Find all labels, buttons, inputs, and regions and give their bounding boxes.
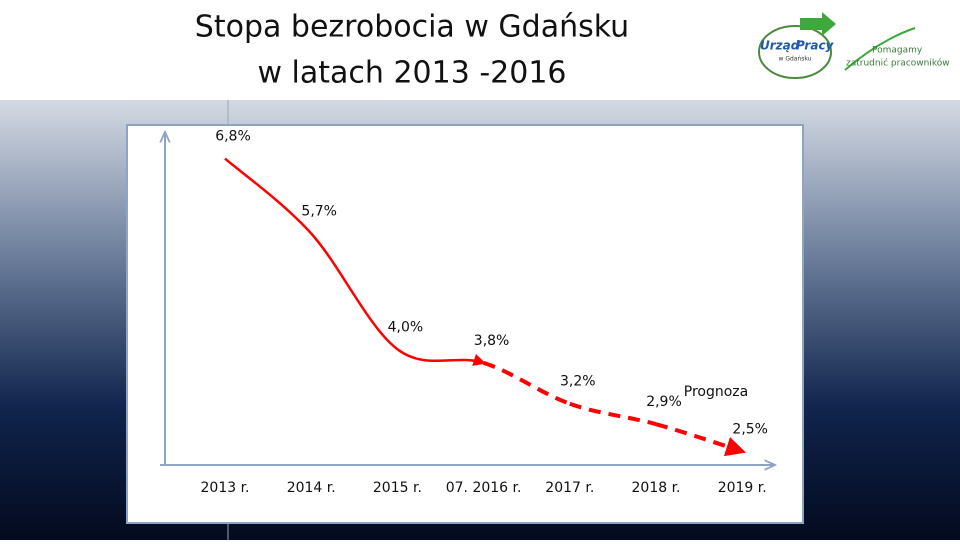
data-label: 3,2% [560, 374, 596, 390]
x-tick-label: 2013 r. [201, 480, 250, 496]
x-tick-label: 2015 r. [373, 480, 422, 496]
header-bg [0, 0, 960, 100]
logo-city: w Gdańsku [779, 56, 812, 63]
line-segment [482, 360, 571, 406]
line-segment [310, 232, 399, 351]
data-label: 2,5% [732, 421, 768, 437]
line-segment [569, 401, 657, 427]
logo-slogan: zatrudnić pracowników [846, 58, 950, 69]
chart-frame [126, 124, 804, 524]
data-label: 4,0% [388, 319, 424, 335]
x-tick-label: 2014 r. [287, 480, 336, 496]
data-label: 3,8% [474, 333, 510, 349]
logo-name: Urząd [760, 39, 800, 53]
logo-name: Pracy [796, 39, 835, 53]
logo: Urząd Pracy w Gdańsku Pomagamy zatrudnić… [758, 12, 950, 79]
x-tick-label: 2017 r. [545, 480, 594, 496]
annotation: Prognoza [684, 384, 748, 400]
x-tick-label: 2018 r. [632, 480, 681, 496]
logo-ring [758, 25, 832, 79]
data-label: 5,7% [301, 204, 337, 220]
logo-swoosh [844, 27, 916, 71]
line-segment [224, 157, 313, 235]
title-line: w latach 2013 -2016 [257, 56, 566, 91]
line-segment [655, 422, 747, 457]
logo-arrow [800, 12, 836, 36]
x-tick-label: 2019 r. [718, 480, 767, 496]
title-line: Stopa bezrobocia w Gdańsku [195, 10, 629, 45]
data-label: 2,9% [646, 394, 682, 410]
data-label: 6,8% [215, 129, 251, 145]
line-segment [396, 348, 486, 366]
logo-slogan: Pomagamy [872, 46, 923, 56]
x-tick-label: 07. 2016 r. [446, 480, 522, 496]
